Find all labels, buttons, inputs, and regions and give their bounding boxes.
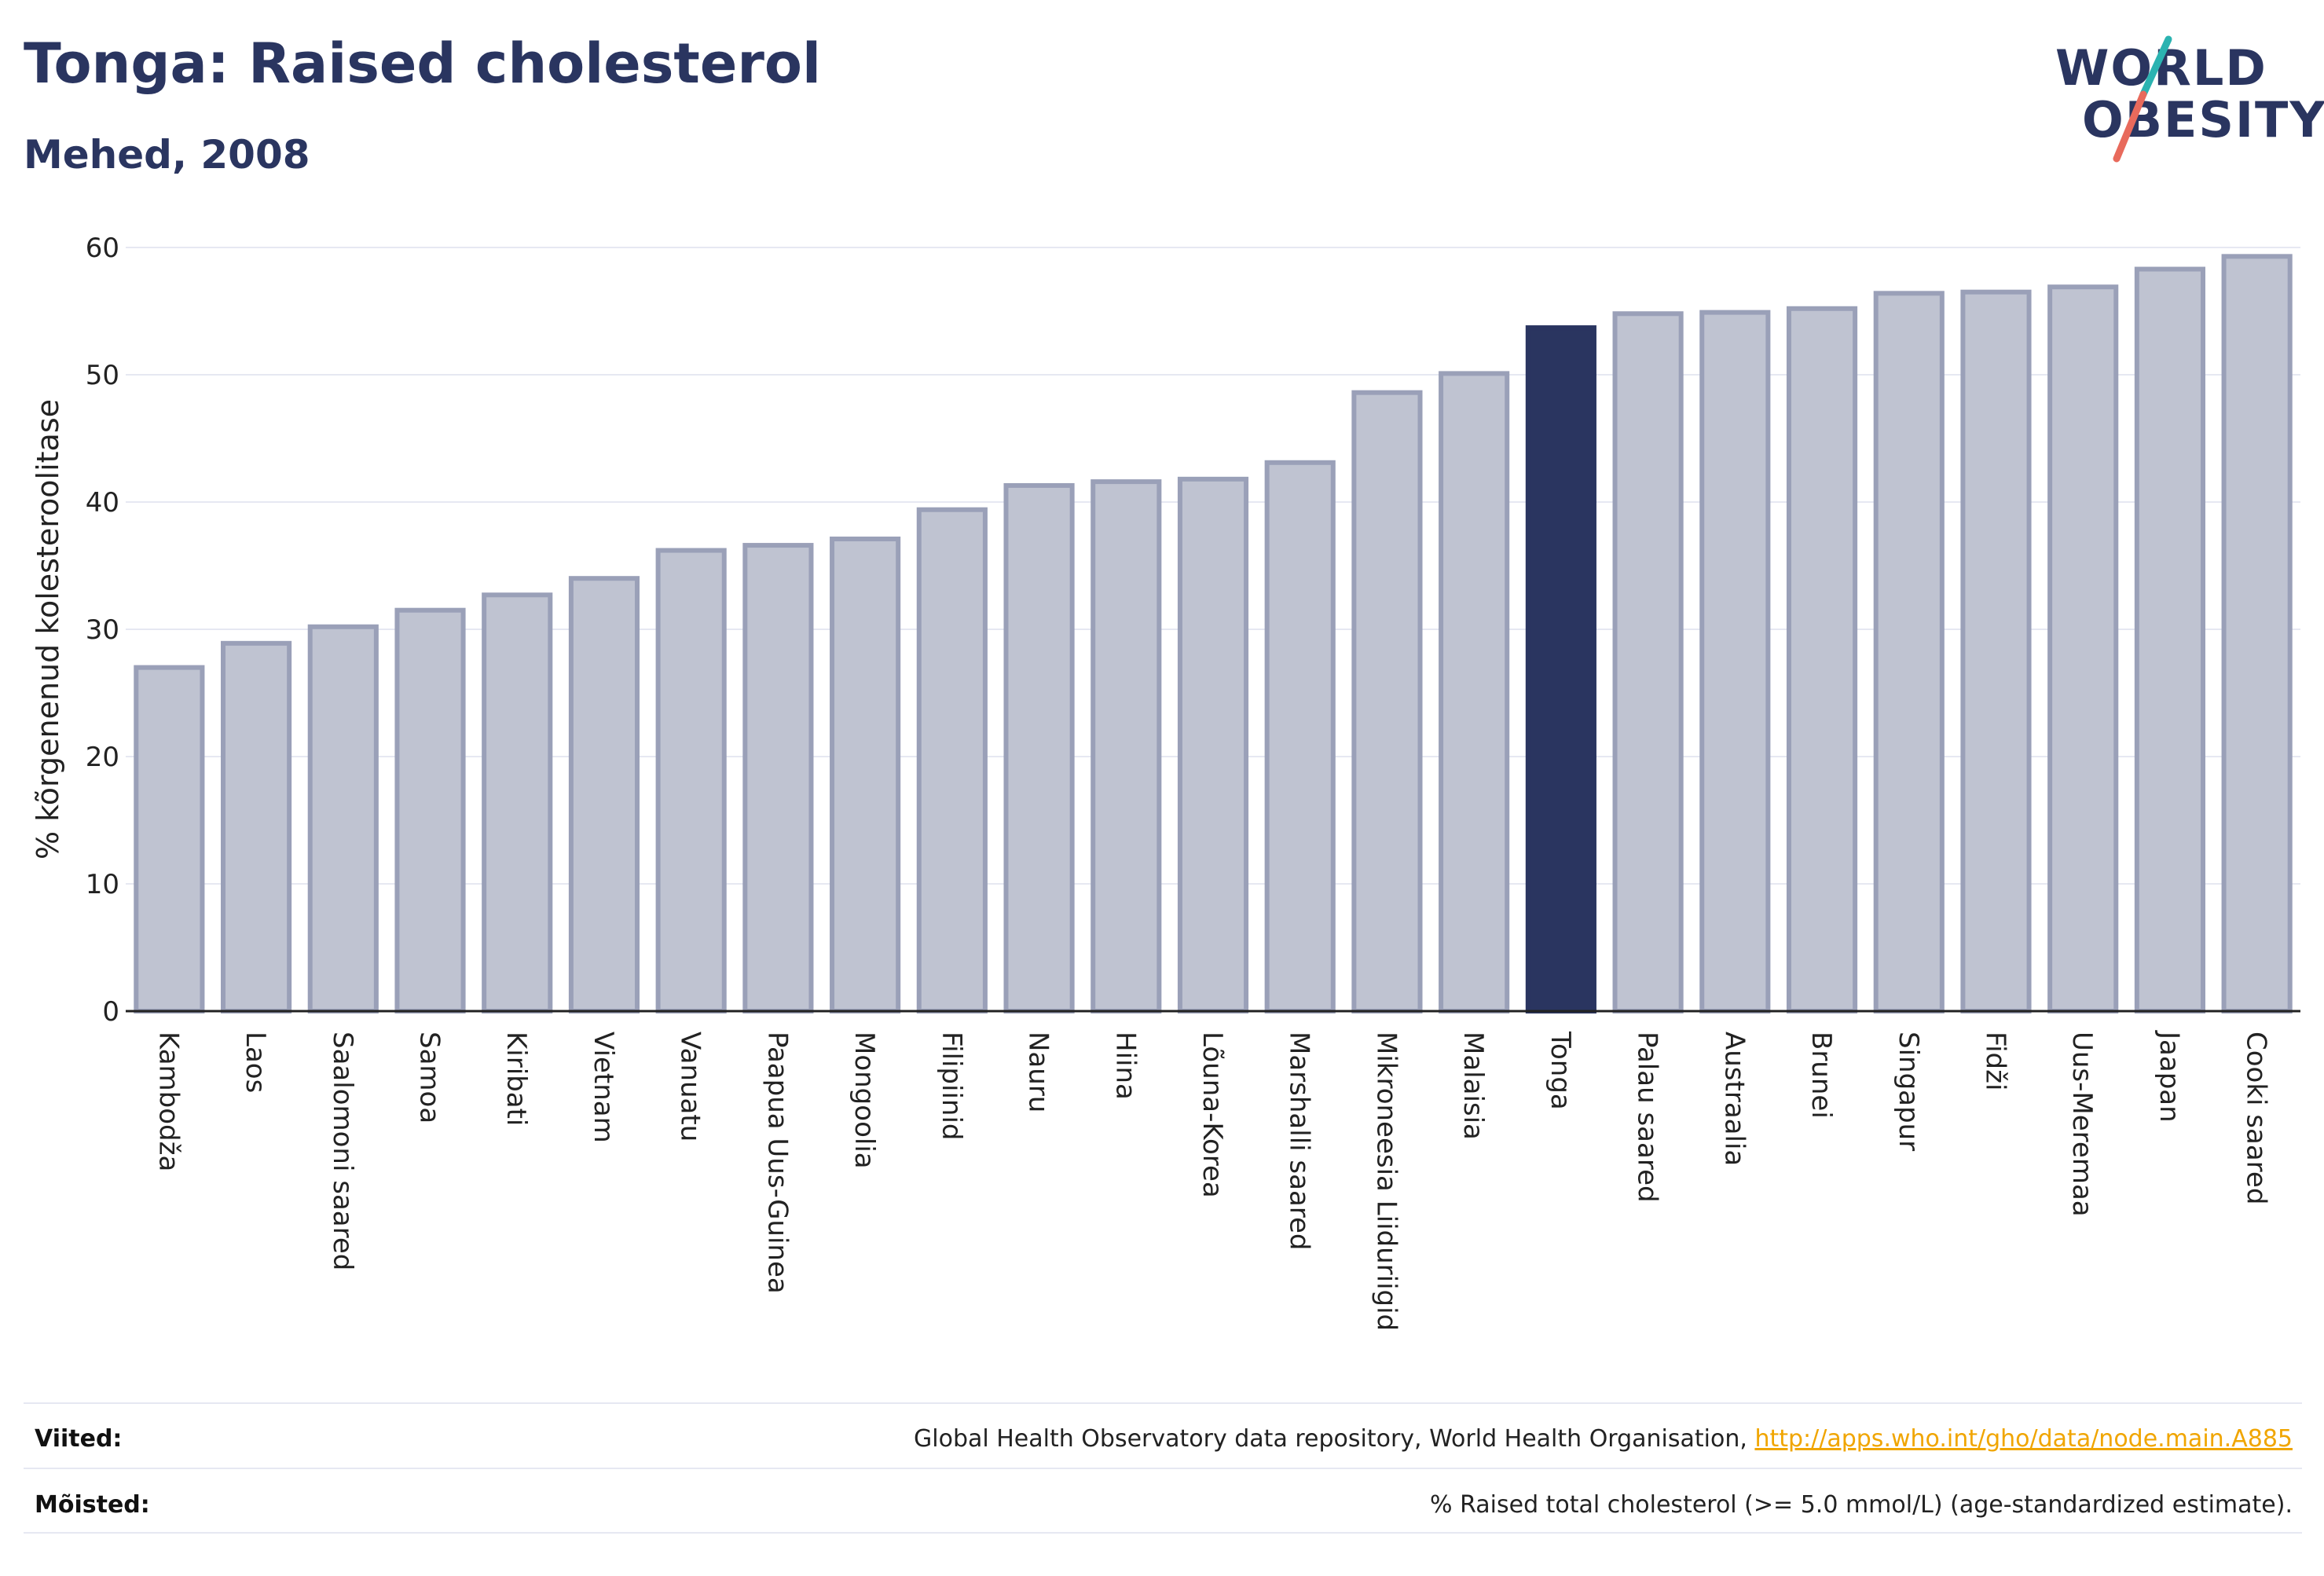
- x-tick-label: Mongoolia: [849, 1032, 880, 1169]
- y-tick-label: 60: [86, 233, 119, 264]
- bar: [1960, 289, 2032, 1013]
- y-tick-label: 50: [86, 360, 119, 391]
- x-tick-label: Samoa: [414, 1032, 445, 1123]
- x-tick-label: Brunei: [1805, 1032, 1837, 1119]
- x-tick-label: Jaapan: [2154, 1030, 2185, 1123]
- bar: [2134, 266, 2205, 1014]
- bar: [1439, 371, 1510, 1013]
- bar: [830, 536, 901, 1013]
- y-axis-title: % kõrgenenud kolesteroolitase: [31, 399, 65, 859]
- footer-divider-top: [24, 1402, 2302, 1404]
- x-tick-label: Fidži: [1979, 1032, 2011, 1090]
- sources-label: Viited:: [35, 1425, 123, 1453]
- x-tick-label: Austraalia: [1718, 1032, 1750, 1166]
- x-tick-label: Filipiinid: [936, 1032, 967, 1140]
- x-tick-label: Tonga: [1545, 1031, 1576, 1110]
- y-tick-label: 10: [86, 869, 119, 900]
- x-tick-label: Hiina: [1109, 1032, 1141, 1100]
- sources-text: Global Health Observatory data repositor…: [914, 1425, 2293, 1453]
- page-subtitle: Mehed, 2008: [24, 132, 310, 178]
- x-tick-label: Uus-Meremaa: [2066, 1032, 2098, 1217]
- bar: [568, 576, 640, 1013]
- bar: [1525, 325, 1596, 1013]
- footer-divider-bottom: [24, 1532, 2302, 1534]
- y-tick-label: 20: [86, 742, 119, 773]
- y-tick-label: 30: [86, 614, 119, 646]
- page-title: Tonga: Raised cholesterol: [24, 31, 821, 96]
- bar: [1786, 306, 1858, 1013]
- bar: [1003, 482, 1075, 1013]
- x-tick-label: Nauru: [1023, 1032, 1054, 1112]
- bar: [1177, 476, 1249, 1013]
- bar: [1091, 479, 1162, 1013]
- bar: [1612, 311, 1684, 1013]
- footer-divider-middle: [24, 1468, 2302, 1469]
- world-obesity-logo: WORLD OBESITY: [2051, 28, 2324, 170]
- x-tick-label: Saalomoni saared: [327, 1032, 358, 1270]
- x-tick-label: Mikroneesia Liiduriigid: [1370, 1032, 1402, 1331]
- bar: [482, 592, 553, 1013]
- x-tick-label: Marshalli saared: [1284, 1032, 1315, 1251]
- bar-chart: 0 10 20 30 40 50 60 % kõrgenenud kolesteroolita…: [31, 233, 2300, 1331]
- bar: [2047, 284, 2119, 1014]
- bar: [655, 548, 727, 1013]
- bar: [1873, 291, 1945, 1013]
- definitions-label: Mõisted:: [35, 1491, 150, 1519]
- sources-link[interactable]: http://apps.who.int/gho/data/node.main.A…: [1754, 1425, 2293, 1453]
- x-tick-label: Singapur: [1893, 1032, 1924, 1151]
- x-tick-label: Palau saared: [1632, 1032, 1663, 1203]
- x-tick-label: Laos: [240, 1032, 271, 1093]
- x-tick-label: Vietnam: [588, 1032, 619, 1143]
- x-tick-label: Malaisia: [1457, 1032, 1489, 1140]
- bar: [1699, 310, 1771, 1013]
- sources-description: Global Health Observatory data repositor…: [914, 1425, 1755, 1453]
- bar: [1264, 460, 1336, 1013]
- x-tick-label: Cooki saared: [2241, 1032, 2272, 1204]
- logo-slash-icon: [2113, 35, 2172, 163]
- x-tick-label: Paapua Uus-Guinea: [761, 1032, 793, 1294]
- y-tick-label: 0: [102, 996, 119, 1028]
- bar: [916, 507, 988, 1013]
- bar: [134, 665, 205, 1013]
- x-tick-label: Vanuatu: [675, 1032, 706, 1142]
- bar: [2221, 254, 2293, 1013]
- x-tick-label: Kiribati: [500, 1032, 532, 1126]
- x-tick-label: Lõuna-Korea: [1197, 1032, 1228, 1198]
- bar: [742, 543, 814, 1013]
- bar: [307, 624, 379, 1013]
- bar: [394, 607, 466, 1013]
- y-tick-label: 40: [86, 487, 119, 519]
- bar: [1351, 390, 1423, 1013]
- definitions-text: % Raised total cholesterol (>= 5.0 mmol/…: [1430, 1491, 2293, 1519]
- bar: [221, 640, 292, 1013]
- x-tick-label: Kambodža: [152, 1032, 184, 1171]
